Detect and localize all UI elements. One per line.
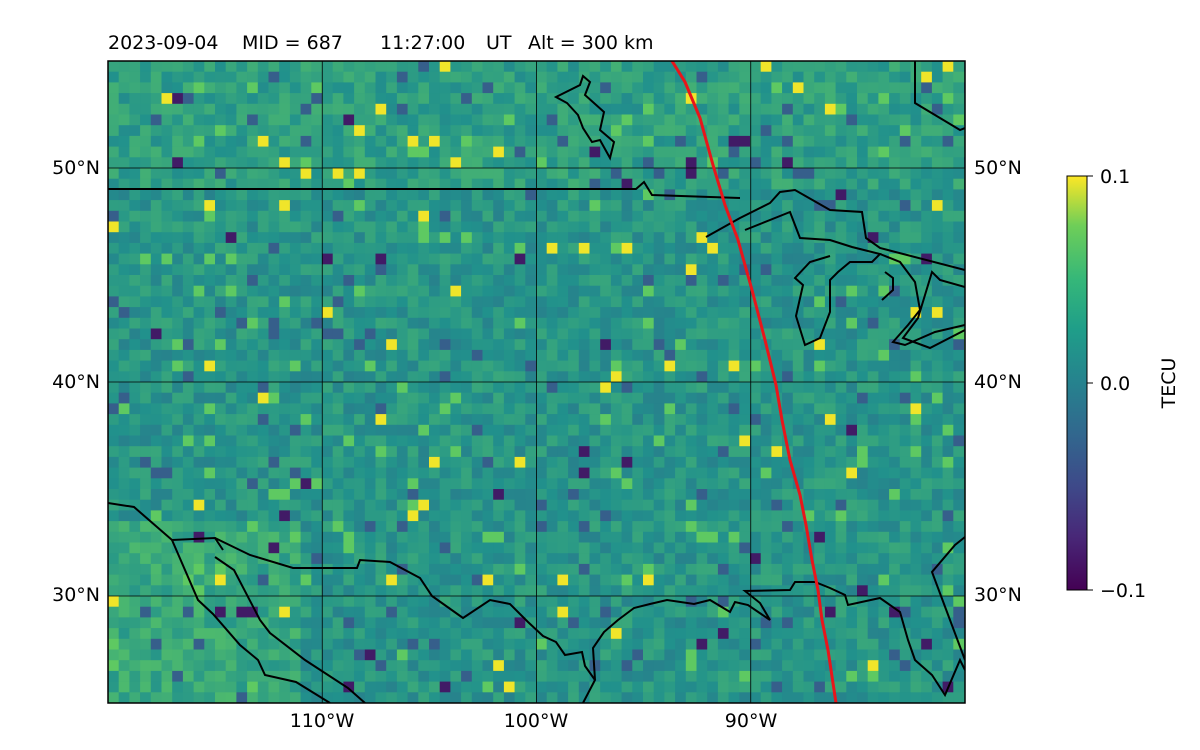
lake-superior-outline bbox=[705, 188, 965, 271]
us-canada-border bbox=[108, 180, 741, 199]
lake-huron-erie-outline bbox=[879, 253, 965, 350]
lat-label-right-40: 40°N bbox=[974, 371, 1022, 393]
baja-coast bbox=[108, 502, 331, 703]
colorbar-label: TECU bbox=[1158, 358, 1180, 410]
title-mid: MID = 687 bbox=[242, 32, 343, 54]
title-date: 2023-09-04 bbox=[108, 32, 218, 54]
lon-label-90w: 90°W bbox=[725, 710, 778, 732]
coastlines-and-borders bbox=[108, 61, 965, 703]
us-mexico-border bbox=[214, 537, 597, 703]
colorbar-tick-label-zero: 0.0 bbox=[1100, 373, 1130, 395]
tec-heatmap bbox=[108, 61, 965, 703]
lat-label-left-30: 30°N bbox=[52, 584, 100, 606]
northern-lake-outline bbox=[553, 74, 616, 161]
colorbar-tick-label-max: 0.1 bbox=[1100, 166, 1130, 188]
title-time: 11:27:00 bbox=[380, 32, 465, 54]
florida-coast bbox=[930, 536, 965, 661]
lat-label-right-30: 30°N bbox=[974, 584, 1022, 606]
map-frame bbox=[107, 60, 966, 704]
gulf-of-california-coast bbox=[214, 556, 366, 703]
lat-label-left-40: 40°N bbox=[52, 371, 100, 393]
colorbar-tick-label-min: −0.1 bbox=[1100, 580, 1146, 602]
colorbar bbox=[1066, 175, 1088, 591]
title-ut: UT bbox=[486, 32, 512, 54]
map-area bbox=[108, 61, 965, 703]
lat-label-left-50: 50°N bbox=[52, 157, 100, 179]
title-altitude: Alt = 300 km bbox=[528, 32, 654, 54]
lon-label-100w: 100°W bbox=[504, 710, 569, 732]
gulf-coast bbox=[591, 581, 965, 698]
lat-label-right-50: 50°N bbox=[974, 157, 1022, 179]
lake-michigan-outline bbox=[744, 210, 882, 347]
lon-label-110w: 110°W bbox=[290, 710, 355, 732]
satellite-ground-track bbox=[670, 61, 838, 703]
hudson-bay-coast bbox=[914, 61, 965, 132]
